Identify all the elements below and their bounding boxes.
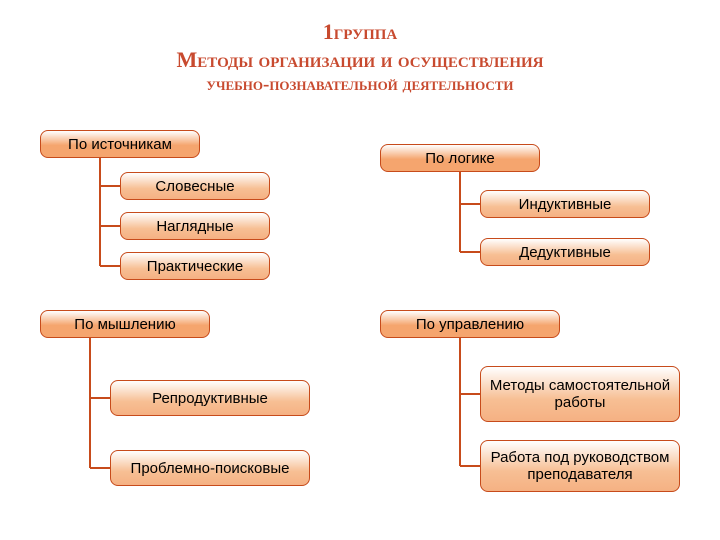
group-g4-child-1: Работа под руководством преподавателя xyxy=(480,440,680,492)
group-g3-child-1: Проблемно-поисковые xyxy=(110,450,310,486)
group-g2-header: По логике xyxy=(380,144,540,172)
title-line-1: 1группа xyxy=(20,18,700,46)
group-g2-child-1: Дедуктивные xyxy=(480,238,650,266)
group-g2-child-0: Индуктивные xyxy=(480,190,650,218)
group-g1-header: По источникам xyxy=(40,130,200,158)
group-g4-header: По управлению xyxy=(380,310,560,338)
group-g1-child-0: Словесные xyxy=(120,172,270,200)
group-g1-child-2: Практические xyxy=(120,252,270,280)
group-g3-child-0: Репродуктивные xyxy=(110,380,310,416)
group-g4-child-0: Методы самостоятельной работы xyxy=(480,366,680,422)
title-line-2: Методы организации и осуществления xyxy=(20,46,700,74)
group-g3-header: По мышлению xyxy=(40,310,210,338)
title-line-3: учебно-познавательной деятельности xyxy=(20,73,700,97)
diagram-title: 1группа Методы организации и осуществлен… xyxy=(0,0,720,103)
group-g1-child-1: Наглядные xyxy=(120,212,270,240)
